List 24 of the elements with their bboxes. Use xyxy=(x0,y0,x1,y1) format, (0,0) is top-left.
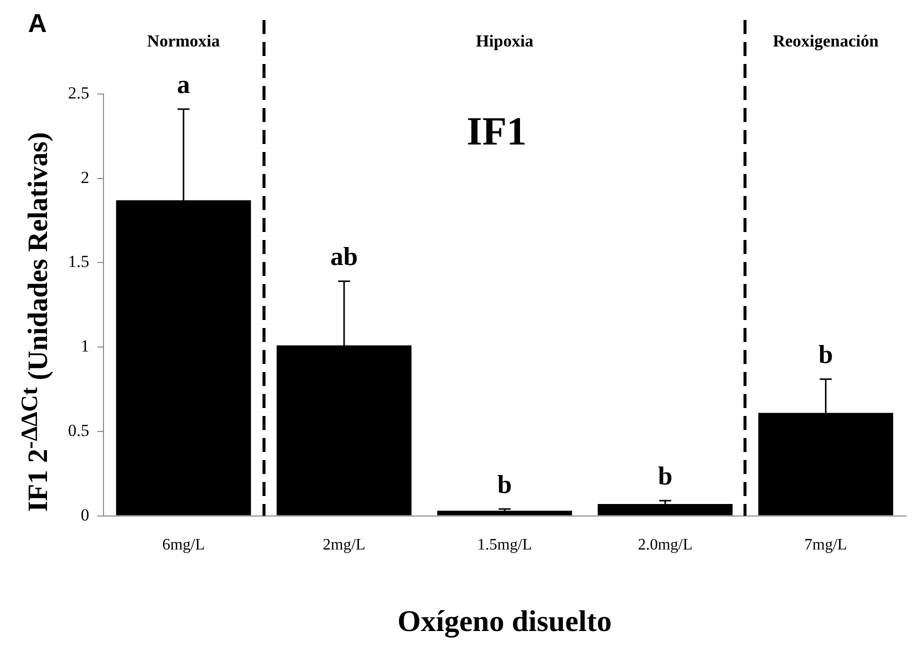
text: A xyxy=(28,8,47,38)
chart-title: IF1 xyxy=(466,108,527,154)
y-tick-label: 1 xyxy=(80,336,90,356)
annotation: b xyxy=(818,340,833,369)
text: Normoxia xyxy=(147,31,220,50)
text: Hipoxia xyxy=(476,31,534,50)
x-tick-label: 1.5mg/L xyxy=(477,536,532,554)
x-tick-label: 7mg/L xyxy=(804,536,848,554)
text: Reoxigenación xyxy=(772,31,880,50)
annotation: b xyxy=(497,470,512,499)
y-tick-label: 2.5 xyxy=(68,83,90,102)
y-tick-label: 0.5 xyxy=(68,420,90,440)
y-tick-label: 0 xyxy=(80,505,90,524)
annotation: ab xyxy=(330,242,358,271)
bar xyxy=(598,504,733,516)
annotation: a xyxy=(177,70,190,99)
bar xyxy=(437,510,572,516)
y-tick-label: 1.5 xyxy=(68,252,90,272)
x-tick-label: 2.0mg/L xyxy=(638,536,693,554)
x-tick-label: 6mg/L xyxy=(162,536,205,554)
x-tick-label: 2mg/L xyxy=(322,536,366,554)
y-tick-label: 2 xyxy=(80,168,90,187)
annotation: b xyxy=(658,461,672,490)
x-axis-title: Oxígeno disuelto xyxy=(398,604,612,638)
